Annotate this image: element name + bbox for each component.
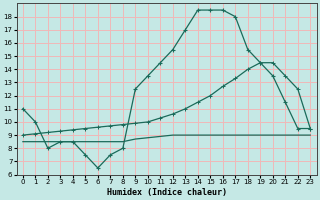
X-axis label: Humidex (Indice chaleur): Humidex (Indice chaleur) — [107, 188, 227, 197]
